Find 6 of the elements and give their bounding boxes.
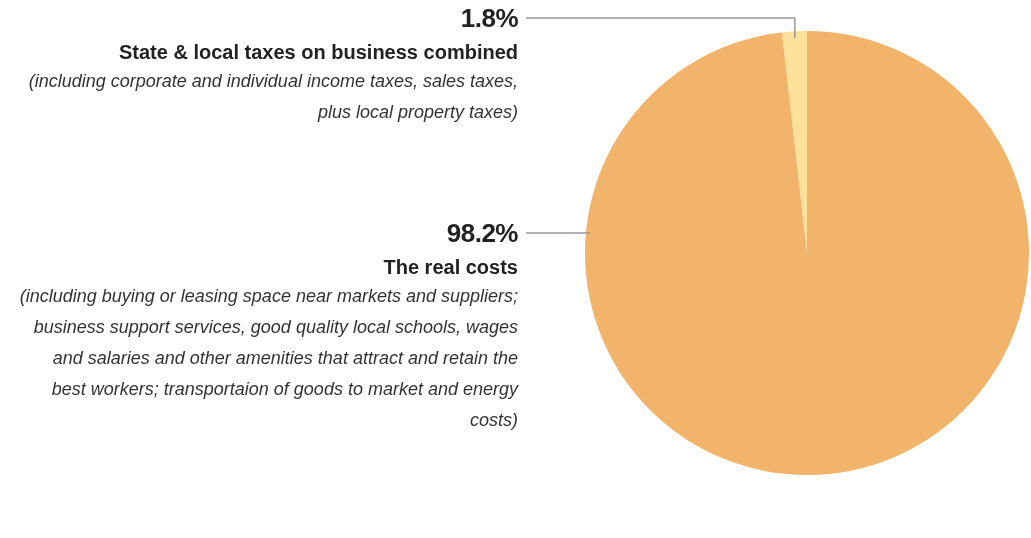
slice-label: The real costs <box>382 255 518 280</box>
text: (including buying or leasing space near markets and suppliers; business support services, good quality local schools, wages and salaries and other amenities that attract and retain the best workers; transportaion of goods to market and energy costs) <box>18 285 518 432</box>
slice-label: State & local taxes on business combined <box>118 40 518 65</box>
data-label: 98.2% <box>445 217 518 250</box>
text: (including corporate and individual income taxes, sales taxes, plus local property taxes) <box>27 70 518 124</box>
data-label: 1.8% <box>459 2 518 35</box>
